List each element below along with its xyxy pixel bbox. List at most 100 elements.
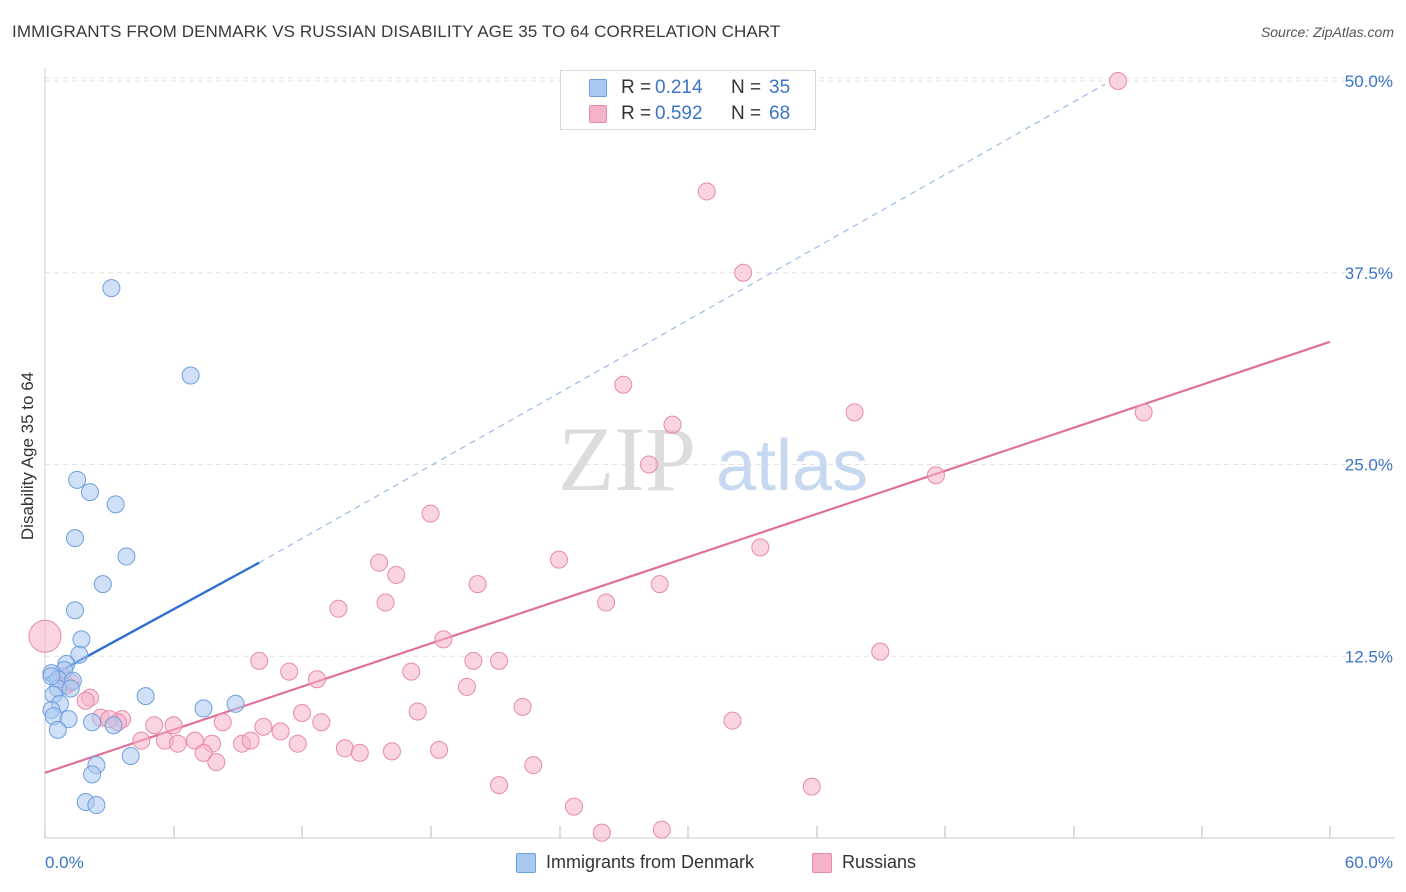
y-tick-label: 12.5% bbox=[1345, 647, 1393, 666]
point-russians bbox=[639, 455, 658, 474]
point-denmark bbox=[42, 667, 61, 686]
point-russians bbox=[164, 716, 183, 735]
y-tick-label: 25.0% bbox=[1345, 456, 1393, 475]
legend-n-label: N = bbox=[731, 103, 762, 124]
point-denmark bbox=[83, 765, 102, 784]
tick-labels: 12.5% 25.0% 37.5% 50.0% 0.0% 60.0% bbox=[45, 72, 1393, 872]
legend-n-value: 68 bbox=[769, 103, 791, 124]
point-russians bbox=[871, 642, 890, 661]
point-denmark bbox=[93, 575, 112, 594]
y-tick-label: 37.5% bbox=[1345, 264, 1393, 283]
point-denmark bbox=[104, 716, 123, 735]
point-russians bbox=[370, 553, 389, 572]
point-russians bbox=[408, 702, 427, 721]
point-russians bbox=[434, 630, 453, 649]
point-denmark bbox=[194, 699, 213, 718]
y-tick-label: 50.0% bbox=[1345, 72, 1393, 91]
legend-r-label: R = bbox=[621, 77, 652, 98]
point-denmark bbox=[65, 529, 84, 548]
point-denmark bbox=[117, 547, 136, 566]
point-russians bbox=[468, 575, 487, 594]
point-denmark bbox=[48, 720, 67, 739]
point-russians bbox=[207, 753, 226, 772]
point-russians bbox=[592, 823, 611, 842]
x-tick-label: 60.0% bbox=[1345, 853, 1393, 872]
point-russians bbox=[513, 697, 532, 716]
point-russians bbox=[168, 734, 187, 753]
point-denmark bbox=[70, 645, 89, 664]
point-russians bbox=[926, 466, 945, 485]
point-denmark bbox=[83, 713, 102, 732]
point-russians bbox=[312, 713, 331, 732]
point-russians bbox=[663, 415, 682, 434]
point-russians bbox=[307, 670, 326, 689]
point-russians bbox=[652, 820, 671, 839]
point-denmark bbox=[106, 495, 125, 514]
point-russians bbox=[697, 182, 716, 201]
bottom-legend-label: Russians bbox=[842, 852, 917, 872]
source-label: Source: ZipAtlas.com bbox=[1260, 24, 1394, 40]
point-russians bbox=[132, 731, 151, 750]
point-russians bbox=[464, 651, 483, 670]
point-russians bbox=[1108, 72, 1127, 90]
chart-title: IMMIGRANTS FROM DENMARK VS RUSSIAN DISAB… bbox=[12, 22, 781, 41]
bottom-legend-label: Immigrants from Denmark bbox=[546, 852, 755, 872]
point-denmark bbox=[121, 746, 140, 765]
point-russians bbox=[335, 739, 354, 758]
point-russians bbox=[185, 731, 204, 750]
point-denmark bbox=[87, 796, 106, 815]
point-denmark bbox=[102, 279, 121, 298]
point-russians bbox=[387, 565, 406, 584]
point-russians bbox=[490, 651, 509, 670]
point-denmark bbox=[136, 687, 155, 706]
legend-n-value: 35 bbox=[769, 77, 791, 98]
legend-r-label: R = bbox=[621, 103, 652, 124]
point-russians bbox=[350, 743, 369, 762]
point-denmark bbox=[226, 694, 245, 713]
point-russians bbox=[421, 504, 440, 523]
point-russians bbox=[650, 575, 669, 594]
point-russians bbox=[293, 704, 311, 723]
point-russians bbox=[723, 711, 742, 730]
point-russians bbox=[1134, 403, 1153, 422]
point-denmark bbox=[80, 483, 99, 502]
point-russians bbox=[271, 722, 290, 741]
point-russians bbox=[734, 263, 753, 282]
point-russians bbox=[845, 403, 864, 422]
legend-n-label: N = bbox=[731, 77, 762, 98]
data-points bbox=[28, 72, 1153, 842]
trend-line-russians bbox=[44, 340, 1331, 774]
point-russians bbox=[402, 662, 421, 681]
point-russians bbox=[329, 599, 348, 618]
legend-row-denmark: R = 0.214 N = 35 bbox=[561, 75, 790, 101]
point-russians bbox=[564, 797, 583, 816]
point-russians bbox=[250, 651, 269, 670]
point-russians bbox=[213, 713, 232, 732]
point-russians bbox=[76, 691, 95, 710]
point-russians bbox=[382, 742, 401, 761]
point-russians bbox=[254, 717, 273, 736]
point-russians bbox=[28, 619, 62, 653]
point-russians bbox=[280, 662, 299, 681]
point-russians bbox=[288, 734, 307, 753]
point-russians bbox=[430, 740, 449, 759]
legend-r-value: 0.592 bbox=[655, 103, 703, 124]
point-russians bbox=[614, 375, 633, 394]
bottom-legend-russians: Russians bbox=[812, 852, 916, 873]
legend-row-russians: R = 0.592 N = 68 bbox=[561, 101, 790, 127]
legend-swatch-blue bbox=[589, 79, 607, 97]
point-denmark bbox=[181, 366, 200, 385]
bottom-legend-swatch-pink bbox=[812, 852, 832, 873]
point-russians bbox=[241, 731, 260, 750]
point-russians bbox=[194, 743, 213, 762]
point-russians bbox=[597, 593, 616, 612]
point-denmark bbox=[68, 470, 87, 489]
point-russians bbox=[751, 538, 770, 557]
legend-r-value: 0.214 bbox=[655, 77, 703, 98]
watermark-atlas: atlas bbox=[716, 426, 868, 506]
point-denmark bbox=[65, 601, 84, 620]
legend: R = 0.214 N = 35 R = 0.592 N = 68 bbox=[560, 70, 816, 130]
point-russians bbox=[524, 756, 543, 775]
point-russians bbox=[802, 777, 821, 796]
